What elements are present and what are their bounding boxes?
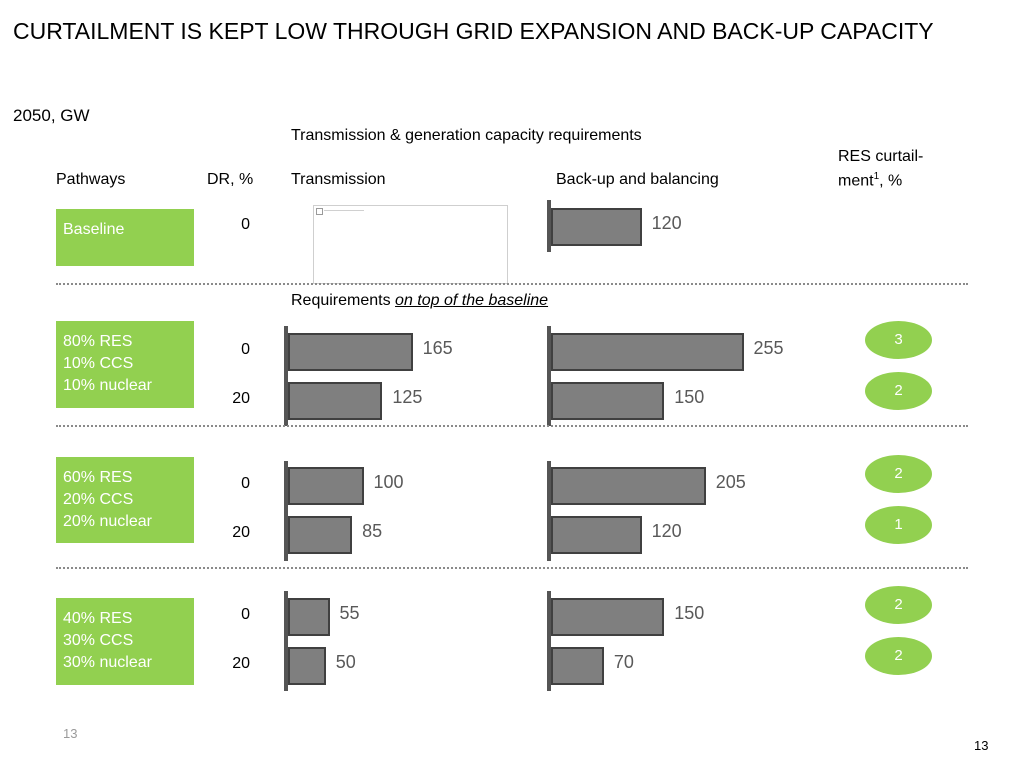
pathway-line: 10% CCS [63, 355, 134, 372]
curtailment-badge: 2 [865, 455, 932, 493]
pathway-line: 80% RES [63, 333, 133, 350]
backup-value-label: 70 [613, 652, 634, 672]
row-separator [56, 425, 968, 427]
requirements-emphasis: on top of the baseline [395, 292, 549, 309]
transmission-bar [288, 647, 326, 685]
footnote-marker: 1 [873, 171, 880, 182]
backup-bar [551, 333, 744, 371]
transmission-value-label: 100 [373, 472, 404, 492]
pathway-box: 80% RES 10% CCS 10% nuclear [56, 321, 194, 408]
dr-value: 0 [241, 475, 250, 492]
curtailment-badge: 3 [865, 321, 932, 359]
backup-value-label: 120 [651, 213, 682, 233]
slide-subtitle: 2050, GW [13, 106, 90, 125]
backup-bar [551, 598, 665, 636]
backup-bar [551, 516, 642, 554]
backup-value-label: 120 [651, 521, 682, 541]
curtailment-badge: 2 [865, 586, 932, 624]
backup-value-label: 255 [753, 338, 784, 358]
transmission-axis [284, 591, 288, 691]
curtailment-header-ment: ment [838, 172, 874, 190]
dr-value: 20 [232, 655, 250, 672]
backup-axis [547, 200, 551, 252]
transmission-value-label: 50 [335, 652, 356, 672]
transmission-bar [288, 516, 353, 554]
backup-header: Back-up and balancing [556, 171, 719, 188]
curtailment-header-unit: , % [879, 172, 903, 190]
dr-header: DR, % [207, 171, 254, 188]
transmission-image-placeholder [313, 205, 508, 284]
transmission-bar [288, 382, 383, 420]
row-separator [56, 567, 968, 569]
backup-axis [547, 461, 551, 561]
transmission-bar [288, 333, 413, 371]
row-separator [56, 283, 968, 285]
curtailment-header: RES curtail- ment1, % [838, 147, 923, 191]
transmission-axis [284, 326, 288, 426]
requirements-header: Requirements on top of the baseline [291, 292, 548, 310]
pathway-line: 20% CCS [63, 491, 134, 508]
placeholder-caption-line [324, 210, 364, 211]
dr-value: 20 [232, 524, 250, 541]
transmission-value-label: 165 [422, 338, 453, 358]
pathway-box: 60% RES 20% CCS 20% nuclear [56, 457, 194, 543]
transmission-value-label: 85 [362, 521, 383, 541]
transmission-axis [284, 461, 288, 561]
backup-value-label: 150 [674, 387, 705, 407]
backup-axis [547, 326, 551, 426]
backup-bar [551, 382, 665, 420]
transmission-header: Transmission [291, 171, 386, 188]
pathways-header: Pathways [56, 171, 126, 188]
pathway-line: 10% nuclear [63, 377, 152, 394]
curtailment-badge: 1 [865, 506, 932, 544]
pathway-line: 20% nuclear [63, 513, 152, 530]
requirements-prefix: Requirements [291, 292, 396, 309]
dr-value: 20 [232, 390, 250, 407]
backup-axis [547, 591, 551, 691]
backup-bar [551, 208, 642, 246]
pathway-line: 30% nuclear [63, 654, 152, 671]
transmission-value-label: 55 [339, 603, 360, 623]
page-number-right: 13 [974, 738, 989, 753]
broken-image-icon [316, 208, 323, 215]
transmission-bar [288, 598, 330, 636]
curtailment-badge: 2 [865, 637, 932, 675]
slide-title: CURTAILMENT IS KEPT LOW THROUGH GRID EXP… [13, 18, 934, 44]
pathway-box: 40% RES 30% CCS 30% nuclear [56, 598, 194, 685]
backup-value-label: 205 [715, 472, 746, 492]
dr-value: 0 [241, 216, 250, 233]
curtailment-header-line1: RES curtail- [838, 148, 924, 165]
transmission-bar [288, 467, 364, 505]
page-number-left: 13 [63, 726, 78, 741]
backup-bar [551, 467, 706, 505]
dr-value: 0 [241, 606, 250, 623]
dr-value: 0 [241, 341, 250, 358]
backup-value-label: 150 [674, 603, 705, 623]
pathway-line: 30% CCS [63, 632, 134, 649]
pathway-line: Baseline [63, 221, 125, 238]
pathway-line: 40% RES [63, 610, 133, 627]
pathway-box: Baseline [56, 209, 194, 266]
pathway-line: 60% RES [63, 469, 133, 486]
group-header: Transmission & generation capacity requi… [291, 127, 642, 144]
curtailment-header-line2: ment1, % [838, 167, 923, 191]
backup-bar [551, 647, 604, 685]
curtailment-badge: 2 [865, 372, 932, 410]
transmission-value-label: 125 [392, 387, 423, 407]
